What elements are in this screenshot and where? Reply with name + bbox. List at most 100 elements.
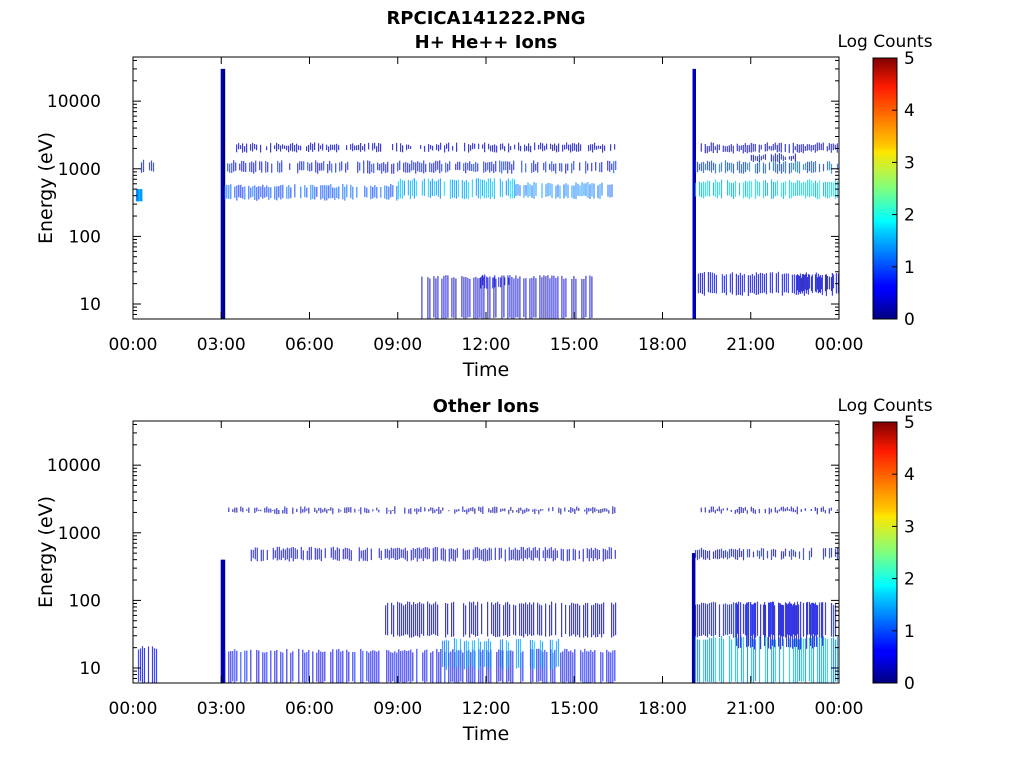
spectrogram-cell bbox=[415, 604, 417, 636]
spectrogram-cell bbox=[406, 550, 408, 562]
spectrogram-cell bbox=[742, 603, 745, 634]
spectrogram-cell bbox=[408, 144, 410, 149]
spectrogram-cell bbox=[508, 547, 510, 561]
spectrogram-cell bbox=[512, 549, 514, 560]
spectrogram-cell bbox=[479, 277, 481, 318]
spectrogram-cell bbox=[515, 184, 517, 196]
spectrogram-cell bbox=[583, 278, 585, 319]
spectrogram-cell bbox=[830, 507, 832, 511]
spectrogram-cell bbox=[511, 164, 513, 174]
spectrogram-cell bbox=[528, 547, 530, 558]
spectrogram-cell bbox=[231, 163, 233, 173]
spectrogram-cell bbox=[298, 145, 300, 150]
spectrogram-cell bbox=[494, 547, 496, 560]
spectrogram-cell bbox=[750, 637, 753, 682]
spectrogram-cell bbox=[421, 276, 423, 319]
spectrogram-cell bbox=[328, 509, 330, 511]
spectrogram-cell bbox=[450, 651, 452, 682]
spectrogram-cell bbox=[437, 604, 439, 636]
spectrogram-cell bbox=[552, 144, 554, 152]
spectrogram-cell bbox=[792, 163, 795, 170]
spectrogram-cell bbox=[463, 641, 466, 670]
spectrogram-cell bbox=[288, 145, 290, 153]
spectrogram-cell bbox=[467, 641, 470, 667]
spectrogram-cell bbox=[440, 649, 442, 683]
spectrogram-cell bbox=[244, 146, 246, 152]
spectrogram-cell bbox=[586, 651, 588, 683]
spectrogram-cell bbox=[505, 180, 507, 196]
spectrogram-cell bbox=[240, 145, 242, 149]
spectrogram-cell bbox=[540, 509, 542, 512]
spectrogram-cell bbox=[366, 508, 368, 514]
spectrogram-cell bbox=[401, 180, 403, 199]
spectrogram-cell bbox=[463, 163, 465, 172]
spectrogram-cell bbox=[581, 278, 583, 319]
spectrogram-cell bbox=[731, 272, 733, 295]
spectrogram-cell bbox=[488, 508, 490, 513]
spectrogram-cell bbox=[786, 604, 789, 635]
spectrogram-cell bbox=[770, 549, 773, 560]
spectrogram-cell bbox=[804, 638, 807, 683]
spectrogram-cell bbox=[322, 185, 324, 199]
spectrogram-cell bbox=[492, 145, 494, 152]
spectrogram-cell bbox=[798, 161, 801, 174]
spectrogram-cell bbox=[479, 641, 482, 667]
spectrogram-cell bbox=[812, 162, 815, 173]
spectrogram-cell bbox=[746, 145, 748, 154]
spectrogram-cell bbox=[800, 144, 802, 153]
spectrogram-cell bbox=[564, 144, 566, 150]
spectrogram-cell bbox=[758, 182, 761, 197]
spectrogram-cell bbox=[770, 146, 772, 151]
spectrogram-cell bbox=[242, 187, 244, 199]
spectrogram-cell bbox=[608, 651, 610, 683]
spectrogram-cell bbox=[312, 651, 314, 683]
spectrogram-cell bbox=[448, 548, 450, 562]
spectrogram-cell bbox=[796, 639, 799, 683]
spectrogram-cell bbox=[258, 509, 260, 511]
spectrogram-cell bbox=[376, 186, 378, 199]
spectrogram-cell bbox=[546, 549, 548, 558]
spectrogram-cell bbox=[806, 601, 809, 635]
spectrogram-cell bbox=[701, 273, 703, 294]
spectrogram-cell bbox=[778, 603, 781, 636]
spectrogram-cell bbox=[764, 604, 767, 637]
spectrogram-cell bbox=[753, 275, 755, 294]
spectrogram-cell bbox=[503, 161, 505, 171]
spectrogram-cell bbox=[280, 145, 282, 152]
spectrogram-cell bbox=[462, 506, 464, 512]
spectrogram-cell bbox=[758, 144, 760, 153]
spectrogram-cell bbox=[820, 602, 823, 638]
spectrogram-cell bbox=[587, 602, 589, 638]
spectrogram-cell bbox=[393, 605, 395, 637]
spectrogram-cell bbox=[691, 553, 694, 683]
spectrogram-cell bbox=[816, 508, 818, 515]
spectrogram-cell bbox=[330, 507, 332, 511]
spectrogram-cell bbox=[345, 163, 347, 173]
spectrogram-cell bbox=[471, 602, 473, 634]
spectrogram-cell bbox=[782, 639, 785, 683]
spectrogram-cell bbox=[788, 603, 790, 648]
spectrogram-cell bbox=[716, 182, 719, 199]
spectrogram-cell bbox=[708, 509, 710, 513]
spectrogram-cell bbox=[766, 142, 768, 152]
spectrogram-cell bbox=[803, 275, 805, 296]
spectrogram-cell bbox=[762, 604, 765, 635]
spectrogram-cell bbox=[763, 274, 765, 293]
spectrogram-cell bbox=[608, 510, 610, 514]
spectrogram-cell bbox=[519, 276, 521, 319]
spectrogram-cell bbox=[276, 649, 278, 683]
spectrogram-cell bbox=[708, 637, 711, 682]
spectrogram-cell bbox=[493, 178, 495, 199]
spectrogram-cell bbox=[416, 648, 418, 683]
spectrogram-cell bbox=[340, 510, 342, 512]
spectrogram-cell bbox=[468, 144, 470, 153]
spectrogram-cell bbox=[604, 549, 606, 560]
spectrogram-cell bbox=[588, 651, 590, 683]
spectrogram-cell bbox=[465, 162, 467, 174]
spectrogram-cell bbox=[484, 548, 486, 562]
spectrogram-cell bbox=[300, 145, 302, 151]
spectrogram-cell bbox=[702, 603, 705, 635]
spectrogram-cell bbox=[720, 635, 723, 683]
spectrogram-cell bbox=[452, 549, 454, 561]
spectrogram-cell bbox=[394, 506, 396, 514]
